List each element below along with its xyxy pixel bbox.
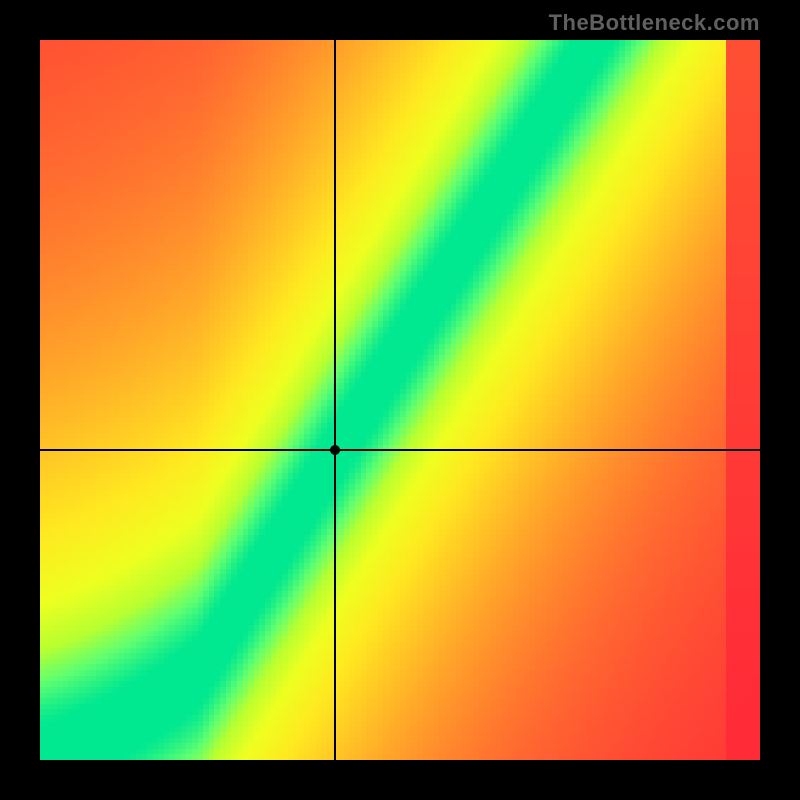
- chart-container: TheBottleneck.com: [0, 0, 800, 800]
- bottleneck-heatmap: [40, 40, 760, 760]
- crosshair-horizontal: [40, 449, 760, 451]
- crosshair-vertical: [334, 40, 336, 760]
- watermark-text: TheBottleneck.com: [549, 10, 760, 36]
